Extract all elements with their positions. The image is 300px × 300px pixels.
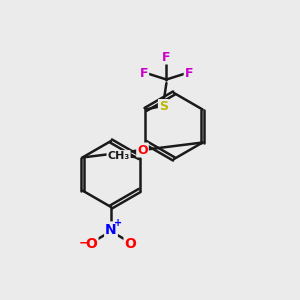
Text: F: F [185, 67, 193, 80]
Text: N: N [105, 223, 117, 236]
Text: O: O [124, 238, 136, 251]
Text: −: − [79, 236, 89, 250]
Text: O: O [85, 238, 98, 251]
Text: O: O [137, 143, 148, 157]
Text: CH₃: CH₃ [107, 151, 130, 161]
Text: F: F [140, 67, 148, 80]
Text: +: + [113, 218, 122, 228]
Text: S: S [159, 100, 168, 113]
Text: F: F [162, 50, 171, 64]
